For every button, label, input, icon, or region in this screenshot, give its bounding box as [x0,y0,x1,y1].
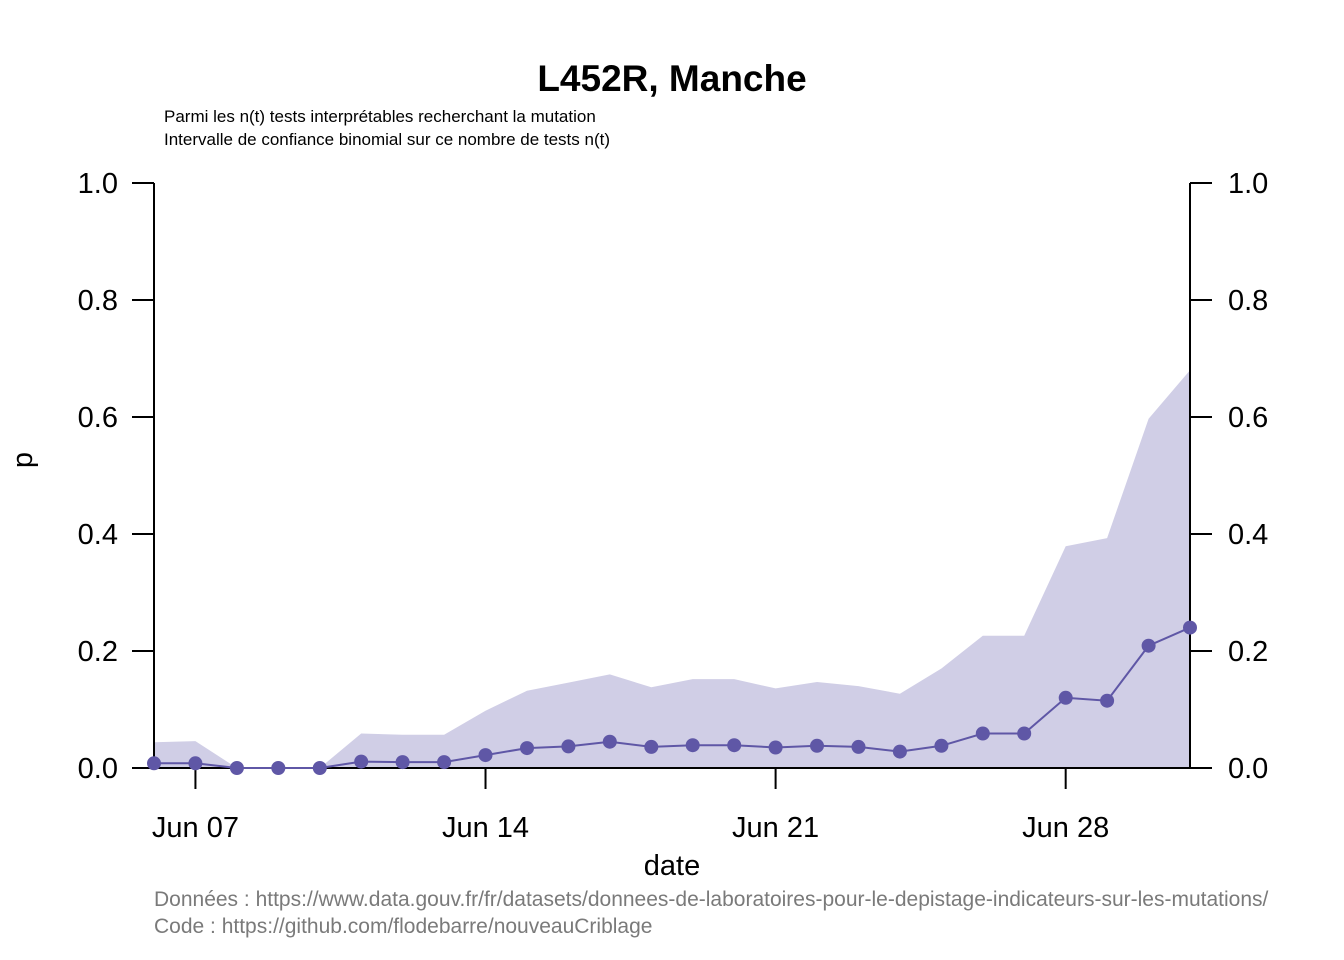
data-point [644,739,659,754]
data-point [354,754,369,769]
data-point [1183,620,1197,635]
data-point [975,726,990,741]
subtitle-line-2: Intervalle de confiance binomial sur ce … [164,130,610,149]
y-tick-label-left: 0.8 [78,285,118,317]
footer-data-source: Données : https://www.data.gouv.fr/fr/da… [154,888,1268,911]
data-point [892,744,907,759]
subtitle-line-1: Parmi les n(t) tests interprétables rech… [164,107,596,126]
data-point [478,748,493,763]
x-tick-label: Jun 21 [732,812,819,844]
confidence-band [154,370,1190,768]
y-tick-label-left: 0.4 [78,519,118,551]
data-point [810,738,824,753]
y-tick-label-left: 1.0 [78,168,118,200]
data-point [520,741,534,756]
y-tick-label-right: 0.6 [1228,402,1268,434]
confidence-band-area [154,370,1190,768]
data-point [1017,726,1032,741]
x-tick-label: Jun 14 [442,812,529,844]
y-tick-label-left: 0.6 [78,402,118,434]
y-tick-label-left: 0.0 [78,753,118,785]
data-point [188,756,203,771]
axes: 0.0 0.0 0.2 0.2 0.4 0.4 0.6 0.6 0.8 0.8 1.0 1.0 Jun … [78,168,1269,844]
data-point [685,738,700,753]
y-tick-label-right: 0.8 [1228,285,1268,317]
y-axis-label: p [7,452,39,468]
chart-title: L452R, Manche [537,58,806,99]
data-point [437,755,452,770]
y-tick-label-left: 0.2 [78,636,118,668]
data-point [768,740,783,755]
y-tick-label-right: 0.0 [1228,753,1268,785]
data-point [561,739,576,754]
footer-code-source: Code : https://github.com/flodebarre/nou… [154,915,652,938]
data-point [229,761,244,775]
data-point [271,761,286,775]
data-point [147,756,161,771]
data-point [1141,638,1156,653]
series-points [147,620,1197,775]
data-point [602,734,617,749]
y-tick-label-right: 0.2 [1228,636,1268,668]
x-tick-label: Jun 28 [1022,812,1109,844]
x-tick-label: Jun 07 [152,812,239,844]
data-point [727,738,742,753]
y-tick-label-right: 1.0 [1228,168,1268,200]
x-axis-label: date [644,850,700,882]
data-point [934,738,949,753]
data-point [312,761,327,775]
data-point [1100,693,1115,708]
data-point [1058,690,1073,705]
data-point [395,755,410,770]
y-tick-label-right: 0.4 [1228,519,1268,551]
data-point [851,739,866,754]
